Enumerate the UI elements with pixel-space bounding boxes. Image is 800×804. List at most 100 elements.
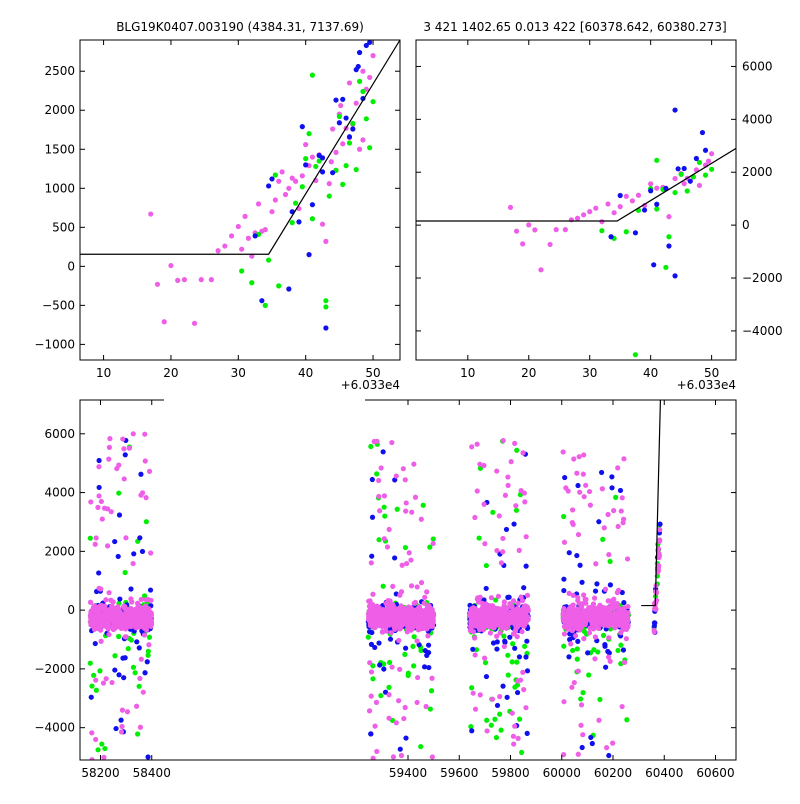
data-point: [696, 159, 703, 166]
data-point: [600, 536, 606, 542]
data-point: [476, 610, 482, 616]
plot-area: [416, 107, 736, 358]
data-point: [538, 267, 544, 273]
data-point: [121, 446, 127, 452]
data-point: [116, 633, 122, 640]
data-point: [513, 503, 519, 509]
data-point: [514, 659, 520, 665]
data-point: [591, 647, 597, 653]
data-point: [430, 617, 436, 624]
data-point: [391, 608, 397, 615]
data-point: [502, 607, 508, 613]
data-point: [503, 783, 508, 788]
data-point: [476, 535, 482, 541]
x-tick-label: 59400: [389, 766, 427, 780]
data-point: [117, 596, 123, 602]
data-point: [517, 492, 523, 498]
data-point: [146, 634, 153, 640]
data-point: [570, 647, 576, 654]
data-point: [138, 596, 144, 603]
data-point: [623, 229, 629, 235]
data-point: [266, 183, 272, 189]
data-point: [596, 615, 602, 621]
data-point: [521, 687, 527, 693]
data-point: [397, 666, 403, 672]
data-point: [134, 639, 140, 645]
data-point: [522, 616, 528, 622]
data-point: [303, 141, 309, 148]
data-point: [374, 471, 380, 477]
data-point: [484, 728, 490, 734]
data-point: [336, 113, 342, 120]
data-point: [138, 656, 144, 662]
data-point: [641, 207, 648, 213]
data-point: [419, 611, 425, 617]
data-point: [615, 587, 622, 593]
data-point: [654, 201, 660, 207]
data-point: [139, 617, 145, 623]
data-point: [501, 599, 507, 605]
x-tick-label: 60200: [594, 766, 632, 780]
data-point: [666, 234, 672, 240]
x-tick-label: 60600: [696, 766, 734, 780]
data-point: [595, 649, 601, 655]
x-tick-label: 50: [704, 366, 719, 380]
data-point: [368, 669, 375, 675]
data-point: [411, 634, 417, 640]
data-point: [208, 277, 214, 283]
data-point: [128, 596, 134, 602]
data-point: [469, 444, 475, 450]
data-point: [635, 192, 642, 198]
data-point: [142, 431, 148, 437]
data-point: [121, 675, 127, 681]
data-point: [140, 689, 146, 695]
data-point: [402, 651, 408, 657]
data-point: [427, 605, 434, 611]
data-point: [107, 609, 113, 615]
data-point: [672, 175, 678, 182]
x-tick-label: 20: [163, 366, 178, 380]
data-point: [501, 611, 507, 617]
data-point: [517, 716, 523, 722]
data-point: [122, 655, 128, 661]
data-point: [367, 598, 373, 604]
data-point: [428, 688, 435, 694]
data-point: [110, 626, 116, 633]
data-point: [309, 72, 316, 78]
data-point: [372, 723, 378, 729]
data-point: [128, 637, 134, 643]
data-point: [522, 499, 528, 505]
data-point: [269, 209, 275, 215]
data-point: [394, 506, 400, 512]
data-point: [368, 560, 374, 566]
data-point: [566, 654, 572, 660]
data-point: [494, 639, 500, 645]
data-point: [299, 184, 305, 190]
data-point: [87, 660, 93, 666]
data-point: [480, 627, 487, 633]
data-point: [485, 776, 490, 781]
panel-1-frame: [79, 39, 401, 361]
data-point: [95, 504, 101, 510]
data-point: [521, 620, 527, 626]
data-point: [596, 717, 602, 723]
data-point: [581, 636, 587, 642]
data-point: [597, 696, 603, 703]
data-point: [411, 663, 417, 669]
data-point: [575, 668, 581, 674]
data-point: [141, 632, 148, 638]
data-point: [514, 634, 520, 640]
data-point: [245, 235, 252, 241]
data-point: [418, 516, 424, 522]
data-point: [138, 492, 144, 498]
panel-3-lightcurve: 58200 58400 59400 59600 59800 60000 60200 60400…: [34, 398, 737, 788]
data-point: [148, 597, 154, 603]
data-point: [409, 616, 416, 622]
data-point: [292, 178, 299, 184]
data-point: [360, 137, 366, 143]
data-point: [383, 628, 389, 634]
data-point: [340, 141, 346, 147]
data-point: [583, 614, 589, 621]
data-point: [142, 607, 148, 614]
data-point: [414, 638, 420, 644]
